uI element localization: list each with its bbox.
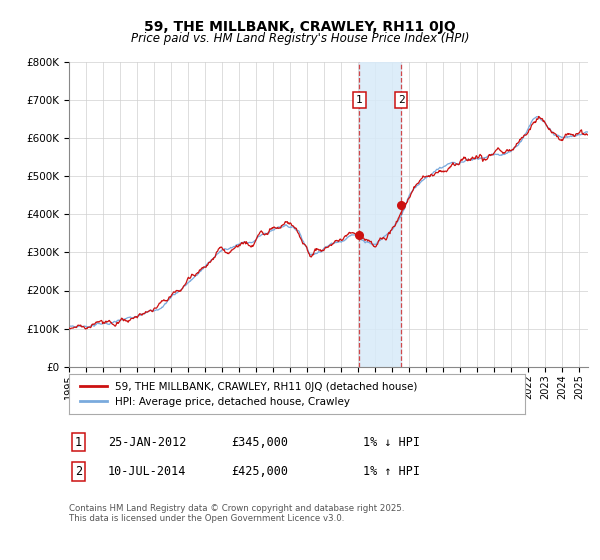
Text: 2: 2	[75, 465, 82, 478]
Text: Contains HM Land Registry data © Crown copyright and database right 2025.
This d: Contains HM Land Registry data © Crown c…	[69, 504, 404, 524]
Text: 25-JAN-2012: 25-JAN-2012	[108, 436, 187, 449]
Legend: 59, THE MILLBANK, CRAWLEY, RH11 0JQ (detached house), HPI: Average price, detach: 59, THE MILLBANK, CRAWLEY, RH11 0JQ (det…	[74, 375, 424, 413]
Bar	[359, 62, 401, 367]
Text: Price paid vs. HM Land Registry's House Price Index (HPI): Price paid vs. HM Land Registry's House …	[131, 32, 469, 45]
Text: £345,000: £345,000	[231, 436, 288, 449]
Text: 1% ↓ HPI: 1% ↓ HPI	[363, 436, 420, 449]
Text: £425,000: £425,000	[231, 465, 288, 478]
Text: 1% ↑ HPI: 1% ↑ HPI	[363, 465, 420, 478]
Text: 1: 1	[75, 436, 82, 449]
Text: 2: 2	[398, 95, 405, 105]
Text: 10-JUL-2014: 10-JUL-2014	[108, 465, 187, 478]
Text: 59, THE MILLBANK, CRAWLEY, RH11 0JQ: 59, THE MILLBANK, CRAWLEY, RH11 0JQ	[144, 20, 456, 34]
Text: 1: 1	[356, 95, 363, 105]
